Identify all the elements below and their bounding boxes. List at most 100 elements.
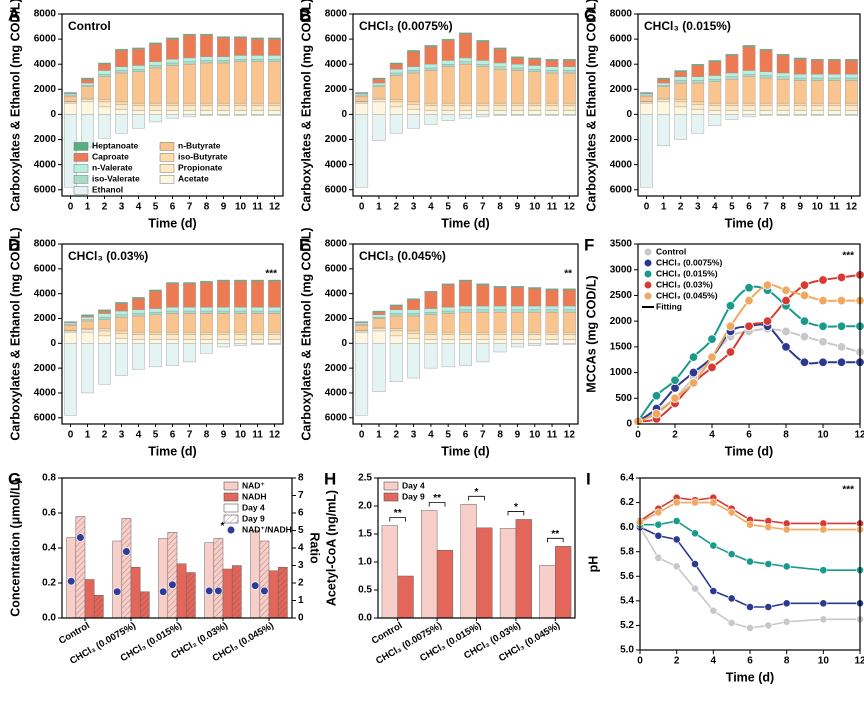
legend-swatch: [159, 175, 175, 184]
bar-segment: [183, 33, 196, 36]
bar-segment: [407, 72, 421, 103]
bracket: [389, 517, 406, 522]
bar-segment: [441, 307, 455, 312]
bar-segment: [407, 101, 421, 105]
bar-segment: [166, 331, 179, 335]
bar-segment: [528, 57, 542, 60]
x-tick-label: 5: [445, 202, 451, 213]
x-axis-label: Time (d): [725, 216, 773, 230]
bar-segment: [200, 339, 213, 344]
x-tick-label: Control: [57, 620, 92, 646]
bar-segment: [98, 343, 111, 385]
bar-segment: [217, 60, 230, 64]
bar-segment: [115, 104, 128, 110]
bar-segment: [528, 65, 542, 70]
bar-segment: [389, 69, 403, 74]
bar-segment: [828, 74, 841, 79]
y-tick-label: 4000: [610, 159, 633, 170]
plot-frame: [639, 477, 861, 651]
bar-segment: [149, 102, 162, 106]
bar-segment: [759, 110, 773, 115]
bar-segment: [510, 286, 524, 288]
x-tick-label: 6: [463, 430, 469, 441]
bar-segment: [64, 325, 77, 331]
x-tick-label: 0: [68, 202, 74, 213]
bar-segment: [407, 343, 421, 379]
data-point: [691, 529, 699, 538]
panel-label: E: [299, 235, 310, 254]
bar-segment: [828, 77, 841, 81]
y2-tick-label: 2: [298, 578, 304, 589]
legend-swatch: [223, 503, 239, 513]
bar-segment: [372, 99, 386, 103]
panel-title: CHCl₃ (0.015%): [644, 19, 731, 33]
panel-label: F: [584, 235, 594, 254]
bar: [381, 525, 398, 619]
x-tick-label: 7: [187, 202, 193, 213]
bar-segment: [355, 343, 369, 416]
bar-segment: [476, 102, 490, 106]
bar-segment: [200, 60, 213, 64]
y-tick-label: 0.0: [42, 613, 56, 624]
bar-segment: [493, 312, 507, 333]
bar-segment: [372, 79, 386, 84]
bar-segment: [545, 110, 559, 115]
bar-segment: [407, 70, 421, 74]
x-tick-label: 6: [170, 202, 176, 213]
x-axis-label: Time (d): [725, 444, 773, 458]
bar-segment: [657, 82, 670, 86]
bar-segment: [115, 333, 128, 339]
bar-segment: [217, 343, 230, 348]
panel-label: B: [299, 5, 311, 24]
bar-segment: [166, 105, 179, 111]
legend-swatch: [223, 514, 239, 524]
bar-segment: [528, 58, 542, 66]
bar-segment: [149, 289, 162, 292]
bar-segment: [459, 312, 472, 333]
bar-segment: [407, 50, 421, 52]
bar-segment: [810, 77, 824, 81]
bar-segment: [64, 92, 77, 94]
data-point: [727, 619, 736, 627]
bar-segment: [149, 43, 162, 62]
x-tick-label: 10: [818, 656, 830, 667]
bar-segment: [234, 36, 247, 39]
data-point: [709, 587, 718, 595]
bar-segment: [183, 57, 196, 62]
bar-segment: [441, 283, 455, 286]
bar-segment: [166, 307, 179, 312]
data-point: [836, 295, 847, 306]
bar-segment: [98, 319, 111, 329]
ratio-point: [214, 586, 223, 595]
bar-segment: [708, 61, 722, 76]
x-tick-label: 2: [672, 430, 678, 441]
legend-label: NAD⁺: [242, 480, 265, 490]
data-point: [670, 383, 680, 393]
y-axis-label: pH: [586, 556, 600, 573]
bar-segment: [268, 339, 281, 344]
y-axis-label: Carboxylates & Ethanol (mg COD/L): [299, 227, 313, 440]
bar: [460, 504, 477, 619]
bar-segment: [268, 307, 281, 312]
bar-segment: [759, 102, 773, 106]
bar-segment: [355, 114, 369, 188]
y-tick-label: 2500: [610, 290, 633, 301]
bar-segment: [424, 110, 438, 115]
bar-segment: [828, 105, 841, 111]
bar-segment: [510, 56, 524, 59]
bar-segment: [759, 71, 773, 76]
ratio-point: [122, 547, 131, 556]
bar-segment: [742, 76, 756, 104]
bar-segment: [81, 86, 94, 99]
bar-segment: [510, 57, 524, 65]
data-point: [782, 599, 791, 608]
data-point: [744, 321, 754, 331]
y-tick-label: 6000: [34, 263, 57, 274]
bar-segment: [132, 298, 145, 310]
legend-swatch: [383, 481, 399, 491]
bar-segment: [657, 77, 670, 80]
y-tick-label: 5.0: [620, 645, 634, 656]
legend-marker: [644, 281, 652, 289]
y-tick-label: 4000: [34, 288, 57, 299]
